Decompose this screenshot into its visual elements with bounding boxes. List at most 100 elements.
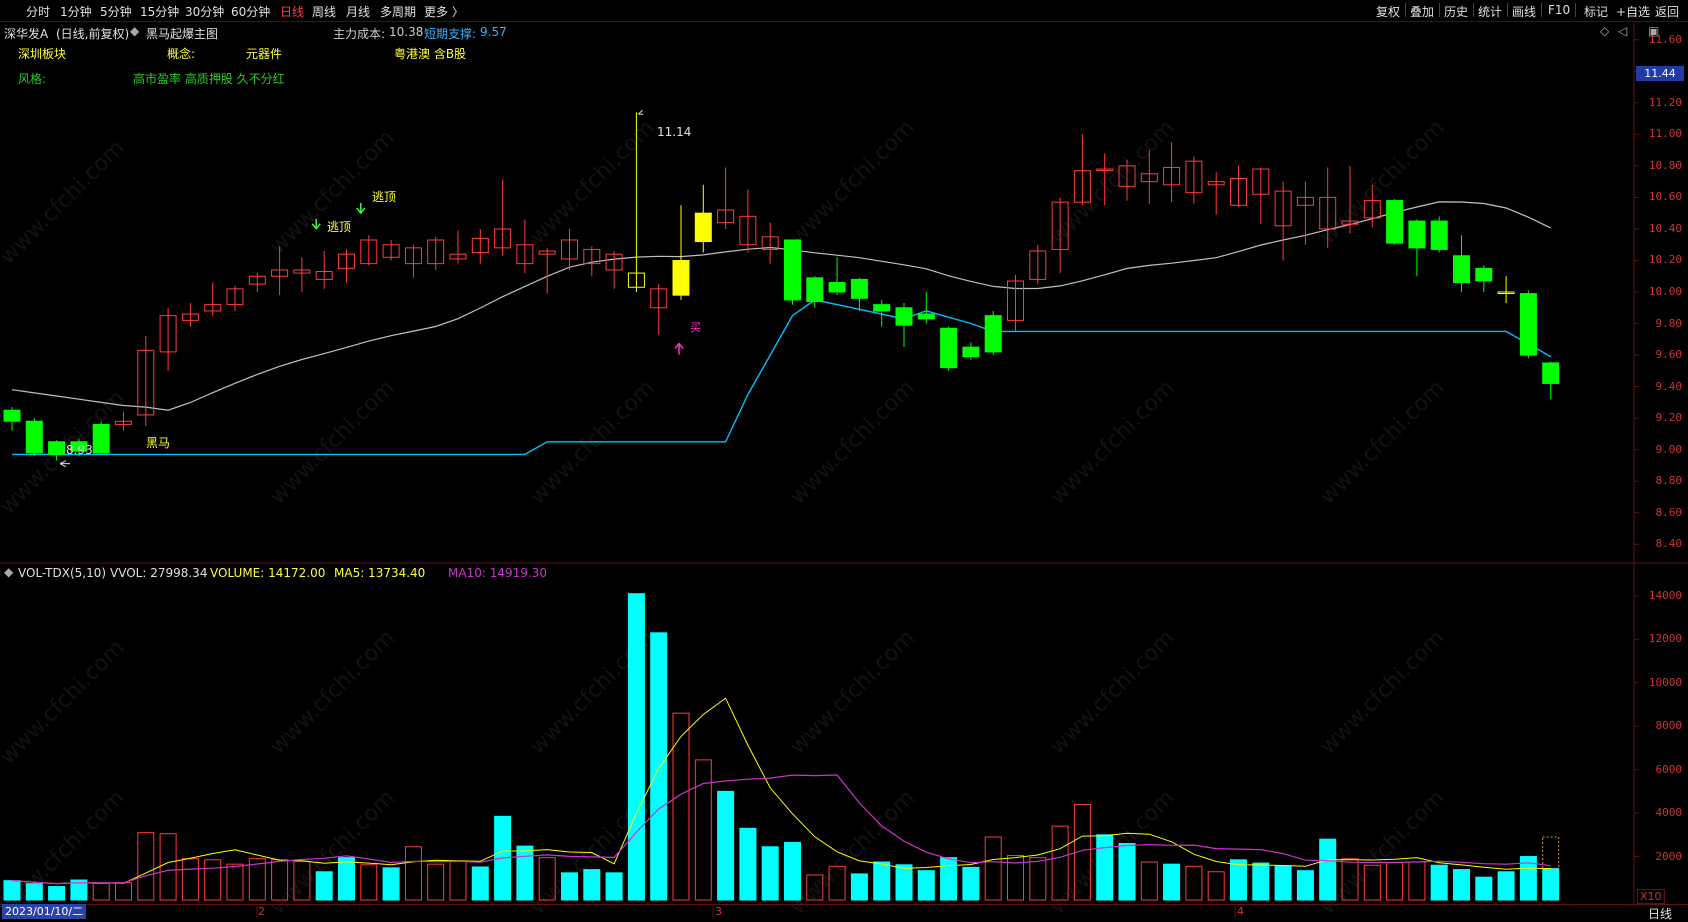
volume-bar (962, 866, 980, 901)
board-label: 深圳板块 (18, 47, 67, 61)
indicator-switch-icon[interactable]: ◆ (130, 24, 140, 38)
start-date: 2023/01/10/二 (2, 904, 87, 919)
chart-mode: (日线,前复权) (56, 27, 130, 41)
candle-body (3, 409, 21, 422)
candle-body (1118, 165, 1136, 187)
candle-body (1319, 196, 1337, 230)
style-value: 高市盈率 高质押股 久不分红 (133, 72, 285, 86)
close-panel-icon[interactable]: ▣ (1648, 24, 1660, 38)
candle-body (404, 247, 422, 265)
volume-bar (717, 790, 735, 901)
period-tab-more[interactable]: 更多 〉 (424, 5, 464, 19)
volume-bar (1453, 869, 1470, 901)
support-line (12, 299, 1552, 456)
candle-body (293, 269, 311, 274)
volume-bar (1051, 825, 1069, 901)
period-tab-5min[interactable]: 5分钟 (100, 5, 132, 19)
volume-bar (248, 858, 266, 901)
candle-body (1230, 177, 1247, 206)
escape-top-label-1: 逃顶 (372, 190, 397, 204)
buy-signal-label: 买 (690, 321, 701, 334)
period-tab-30min[interactable]: 30分钟 (185, 5, 225, 19)
price-tick-label: 8.60 (1655, 505, 1683, 519)
volume-bar (1542, 868, 1560, 901)
volume-bar (1497, 871, 1515, 901)
candle-body (338, 253, 355, 269)
volume-bar (1207, 871, 1225, 901)
volume-bar (1430, 864, 1448, 901)
volume-tick-label: 2000 (1655, 849, 1683, 863)
concept-value: 元器件 (246, 47, 283, 61)
volume-bar (315, 871, 333, 901)
volume-label: VOLUME: 14172.00 (210, 566, 326, 580)
period-tab-weekly[interactable]: 周线 (312, 5, 337, 19)
period-tab-60min[interactable]: 60分钟 (231, 5, 271, 19)
volume-bar (850, 873, 868, 901)
volume-bar (627, 593, 645, 901)
support-label: 短期支撑: (424, 27, 477, 41)
candle-body (1140, 173, 1158, 183)
back-button[interactable]: 返回 (1655, 5, 1680, 19)
volume-bar (48, 886, 66, 901)
candle-body (739, 215, 757, 246)
overlay-button[interactable]: 叠加 (1410, 5, 1435, 19)
volume-bar (516, 845, 534, 901)
draw-line-button[interactable]: 画线 (1512, 5, 1537, 19)
volume-bar (895, 864, 913, 901)
candle-body (1096, 168, 1114, 172)
candle-body (181, 313, 199, 321)
candle-body (850, 278, 868, 299)
candle-body (427, 239, 445, 265)
volume-tick-label: 8000 (1655, 719, 1683, 733)
volume-bar (828, 865, 846, 901)
candle-body (92, 423, 110, 454)
period-tab-fenshi[interactable]: 分时 (26, 5, 51, 19)
period-tab-15min[interactable]: 15分钟 (140, 5, 180, 19)
indicator-name[interactable]: 黑马起爆主图 (146, 27, 219, 41)
volume-bar (137, 832, 155, 901)
volume-bar (70, 879, 88, 901)
period-tab-1min[interactable]: 1分钟 (60, 5, 92, 19)
panel-toggle-icon[interactable]: ◁ (1618, 24, 1628, 38)
stats-button[interactable]: 统计 (1478, 5, 1503, 19)
price-tick-label: 9.80 (1655, 316, 1683, 330)
volume-bar (650, 632, 668, 901)
candle-body (1519, 293, 1537, 356)
volume-panel-icon[interactable]: ◆ (4, 565, 14, 579)
volume-bar (471, 866, 489, 901)
volume-bar (449, 860, 467, 901)
volume-bar (672, 712, 690, 901)
volume-bar (226, 863, 244, 901)
candle-body (650, 288, 668, 309)
candle-body (1341, 220, 1359, 225)
period-tab-daily[interactable]: 日线 (280, 5, 305, 19)
candle-body (1007, 280, 1024, 321)
volume-bar (92, 882, 110, 901)
period-tab-monthly[interactable]: 月线 (346, 5, 371, 19)
candle-body (828, 282, 846, 293)
volume-bar (1319, 838, 1337, 901)
mark-button[interactable]: 标记 (1584, 5, 1609, 19)
period-tab-multi[interactable]: 多周期 (380, 5, 417, 19)
candle-body (1073, 170, 1091, 203)
candle-body (360, 239, 378, 265)
history-button[interactable]: 历史 (1444, 5, 1469, 19)
bottom-period-tab[interactable]: 日线 (1647, 907, 1672, 921)
candle-body (1386, 200, 1404, 244)
diamond-icon[interactable]: ◇ (1600, 24, 1610, 38)
volume-bar (159, 833, 177, 901)
volume-indicator-title[interactable]: VOL-TDX(5,10) (18, 566, 107, 580)
volume-bar (873, 861, 891, 901)
volume-tick-label: 10000 (1648, 675, 1682, 689)
candle-body (1163, 166, 1181, 186)
candle-body (315, 271, 333, 280)
f10-button[interactable]: F10 (1548, 3, 1571, 17)
escape-top-label-2: 逃顶 (327, 220, 352, 234)
candle-body (784, 239, 801, 301)
price-tick-label: 10.60 (1648, 190, 1682, 204)
add-watchlist-button[interactable]: +自选 (1616, 5, 1651, 19)
volume-bar (204, 859, 222, 901)
volume-bar (338, 857, 355, 901)
fuquan-button[interactable]: 复权 (1376, 5, 1401, 19)
